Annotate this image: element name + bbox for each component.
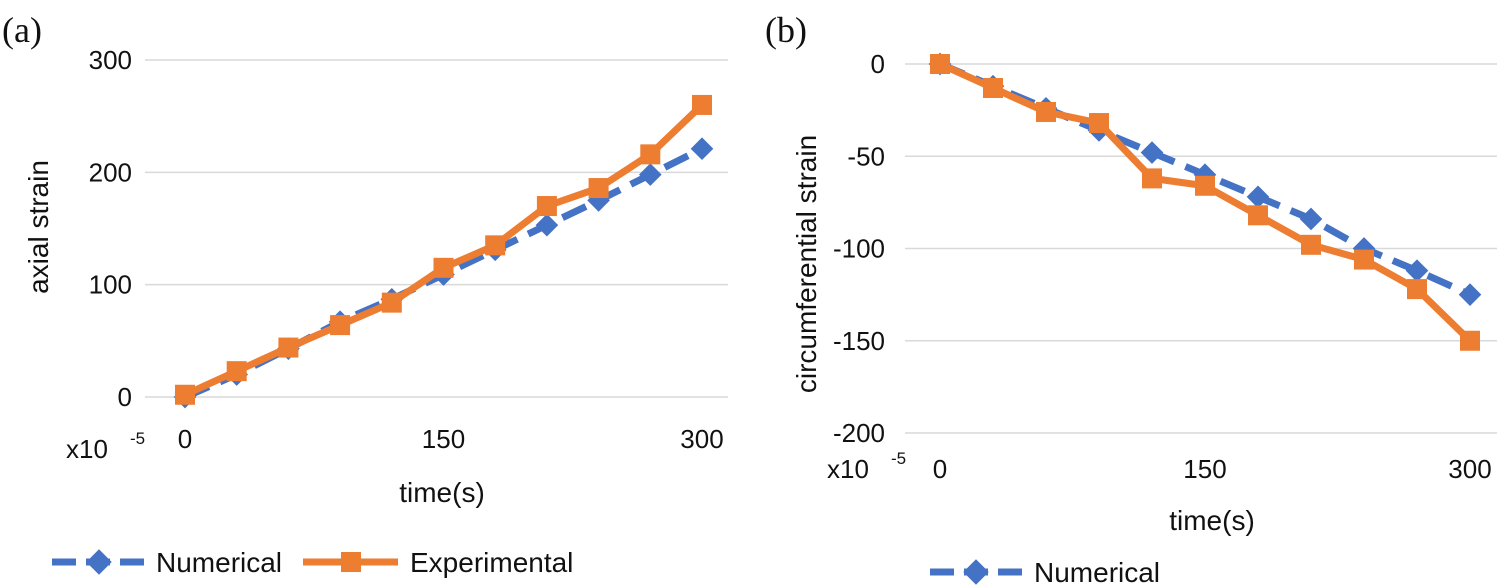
panel-a-y-tick-labels: 0 100 200 300 — [89, 45, 132, 412]
panel-a-x-tick-300: 300 — [680, 424, 723, 454]
panel-b-y-tick-minus-100: -100 — [833, 234, 885, 264]
panel-b-y-tick-minus-200: -200 — [833, 418, 885, 448]
series-experimental-point-9 — [640, 144, 661, 165]
panel-b-x-axis-title: time(s) — [1169, 505, 1255, 536]
panel-b-x-tick-300: 300 — [1448, 454, 1491, 484]
series-experimental-line — [183, 102, 705, 398]
legend-numerical-diamond-icon — [963, 559, 989, 585]
panel-b-gridlines — [905, 63, 1497, 434]
series-experimental-point-10 — [1460, 330, 1480, 351]
panel-b-scale-label: x10 -5 — [827, 449, 906, 484]
panel-a-label: (a) — [2, 10, 42, 50]
series-numerical-point-7 — [1299, 207, 1323, 231]
series-experimental-point-6 — [485, 235, 506, 256]
panel-b-y-tick-minus-150: -150 — [833, 326, 885, 356]
series-experimental-point-10 — [692, 94, 712, 115]
series-numerical-point-4 — [1140, 141, 1164, 164]
panel-b-y-axis-title: circumferential strain — [791, 135, 822, 393]
panel-a-y-tick-0: 0 — [118, 382, 132, 412]
series-experimental-point-2 — [278, 337, 299, 358]
series-experimental-point-9 — [1407, 279, 1427, 300]
panel-a-x-axis-title: time(s) — [399, 477, 485, 508]
panel-b-label: (b) — [765, 10, 807, 50]
series-experimental-point-8 — [1354, 249, 1374, 270]
series-numerical-point-6 — [1246, 185, 1270, 209]
panel-a-y-axis-title: axial strain — [23, 160, 54, 294]
panel-a-legend: Numerical Experimental — [52, 547, 573, 578]
series-experimental-point-2 — [1036, 101, 1056, 122]
panel-a-scale-base: x10 — [66, 434, 108, 464]
series-numerical-point-7 — [535, 213, 559, 237]
panel-b-scale-exponent: -5 — [891, 449, 906, 468]
panel-a-y-tick-100: 100 — [89, 270, 132, 300]
series-experimental-point-0 — [930, 54, 950, 74]
panel-b-legend: Numerical — [930, 557, 1160, 588]
series-experimental-point-7 — [1301, 234, 1321, 255]
legend-entry-experimental: Experimental — [303, 547, 573, 578]
series-experimental-point-6 — [1248, 205, 1268, 226]
series-experimental-point-1 — [983, 77, 1003, 98]
series-numerical-point-10 — [1458, 283, 1482, 306]
panel-a-x-tick-labels: 0 150 300 — [178, 424, 724, 454]
panel-a-scale-exponent: -5 — [130, 429, 145, 448]
series-experimental-point-3 — [1089, 113, 1109, 134]
legend-numerical-diamond-icon — [86, 549, 112, 575]
panel-a-series — [173, 94, 714, 409]
legend-numerical-label: Numerical — [156, 547, 282, 578]
panel-b-series — [928, 52, 1482, 351]
panel-b-scale-base: x10 — [827, 454, 869, 484]
panel-a-x-tick-150: 150 — [422, 424, 465, 454]
legend-numerical-label: Numerical — [1034, 557, 1160, 588]
series-experimental-point-8 — [588, 178, 609, 199]
legend-entry-numerical: Numerical — [930, 557, 1160, 588]
series-experimental-point-4 — [381, 292, 402, 313]
panel-a-y-tick-300: 300 — [89, 45, 132, 75]
series-experimental-point-5 — [433, 257, 454, 278]
series-experimental-point-4 — [1142, 168, 1162, 189]
legend-experimental-label: Experimental — [410, 547, 573, 578]
series-numerical-point-9 — [1405, 259, 1429, 282]
panel-a-axial-strain-chart: (a) 0 100 200 300 0 150 300 x10 -5 time(… — [2, 10, 728, 578]
legend-experimental-square-icon — [341, 552, 361, 572]
panel-b-x-tick-150: 150 — [1183, 454, 1226, 484]
series-experimental-point-7 — [536, 196, 557, 217]
panel-b-y-tick-0: 0 — [871, 49, 885, 79]
series-experimental-point-3 — [330, 315, 351, 336]
panel-a-y-tick-200: 200 — [89, 157, 132, 187]
panel-b-y-tick-minus-50: -50 — [847, 141, 885, 171]
panel-b-circumferential-strain-chart: (b) 0 -50 -100 -150 -200 0 150 300 x10 -… — [765, 10, 1497, 588]
legend-entry-numerical: Numerical — [52, 547, 282, 578]
panel-a-scale-label: x10 -5 — [66, 429, 145, 464]
series-numerical-point-9 — [638, 163, 662, 186]
series-experimental-point-0 — [175, 384, 195, 405]
series-experimental-point-1 — [226, 361, 247, 382]
panel-b-x-tick-0: 0 — [933, 454, 947, 484]
series-experimental-line — [938, 60, 1473, 344]
panel-a-gridlines — [145, 59, 728, 398]
series-experimental-point-5 — [1195, 175, 1215, 196]
panel-b-x-tick-labels: 0 150 300 — [933, 454, 1492, 484]
panel-b-y-tick-labels: 0 -50 -100 -150 -200 — [833, 49, 885, 448]
panel-a-x-tick-0: 0 — [178, 424, 192, 454]
series-numerical-point-10 — [690, 137, 714, 161]
